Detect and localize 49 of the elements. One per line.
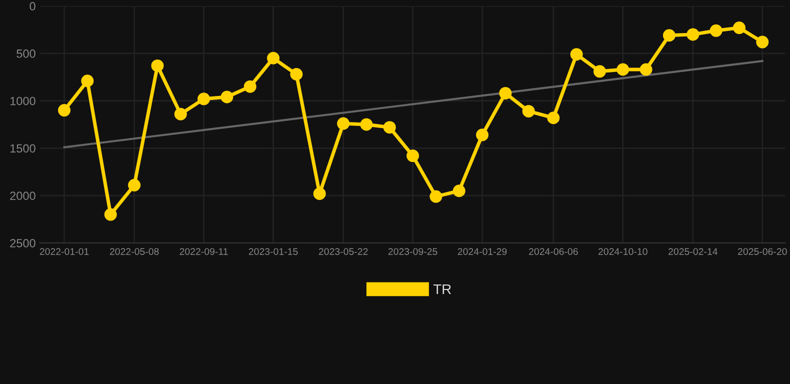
point: [313, 187, 326, 200]
point: [756, 36, 769, 48]
point: [220, 90, 234, 104]
x-tick-label: 2024-01-29: [458, 248, 507, 255]
y-tick-label: 1500: [10, 144, 36, 153]
x-tick-label: 2024-10-10: [598, 248, 648, 255]
point: [360, 118, 373, 131]
point: [244, 80, 256, 93]
point: [640, 63, 652, 76]
point: [522, 104, 535, 118]
point: [383, 121, 396, 134]
y-tick-label: 0: [30, 2, 36, 10]
point: [58, 104, 71, 117]
x-tick-label: 2023-09-25: [388, 248, 438, 255]
x-tick-label: 2025-02-14: [668, 248, 718, 255]
point: [570, 48, 583, 61]
x-tick-label: 2022-09-11: [180, 248, 228, 255]
x-tick-label: 2023-05-22: [318, 248, 368, 255]
point: [198, 92, 210, 106]
point: [547, 112, 560, 124]
point: [452, 184, 466, 198]
x-tick-label: 2022-01-01: [40, 248, 89, 255]
point: [593, 65, 606, 78]
y-tick-label: 2500: [10, 239, 36, 248]
point: [174, 108, 187, 120]
legend-label: TR: [433, 284, 451, 294]
point: [337, 117, 350, 130]
point: [104, 208, 117, 221]
y-tick-label: 1000: [10, 96, 36, 106]
x-tick-label: 2023-01-15: [248, 248, 298, 255]
point: [290, 68, 303, 81]
point: [81, 74, 94, 88]
point: [476, 128, 489, 142]
point: [710, 24, 722, 37]
point: [406, 150, 420, 162]
point: [430, 190, 442, 203]
y-tick-label: 2000: [10, 192, 36, 200]
point: [128, 178, 141, 192]
x-tick-label: 2025-06-20: [738, 248, 787, 255]
point: [686, 28, 700, 41]
point: [267, 52, 280, 64]
point: [616, 63, 630, 76]
x-tick-label: 2022-05-08: [110, 248, 159, 255]
point: [732, 22, 746, 34]
y-tick-label: 500: [16, 49, 36, 58]
x-tick-label: 2024-06-06: [529, 248, 578, 255]
point: [499, 86, 512, 100]
point: [151, 59, 164, 72]
point: [662, 29, 676, 42]
